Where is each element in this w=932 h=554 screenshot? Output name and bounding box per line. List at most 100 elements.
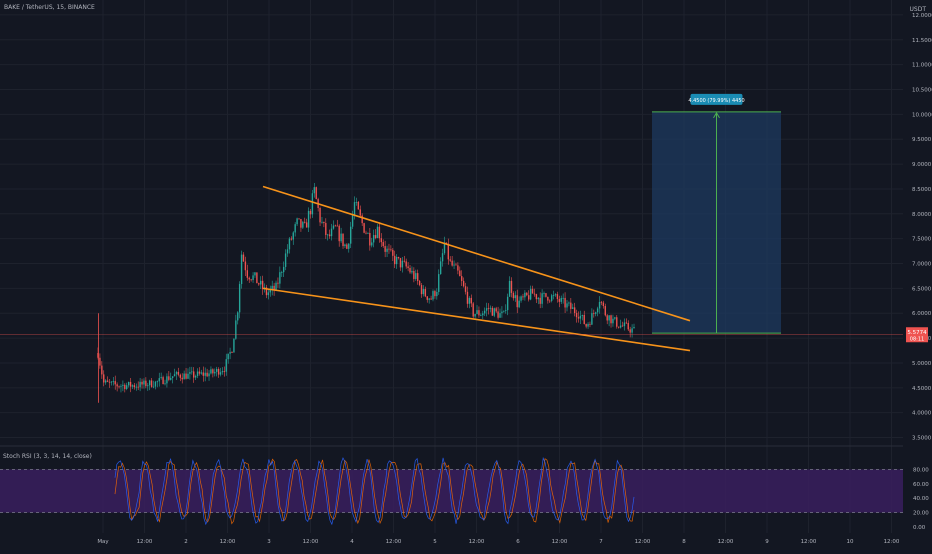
candle-body	[394, 255, 396, 265]
candle-body	[388, 248, 390, 250]
candle-body	[621, 325, 624, 327]
upper-trendline[interactable]	[262, 185, 691, 322]
time-tick-label: 3	[267, 539, 271, 545]
candle-body	[558, 299, 561, 302]
stoch-tick-label: 60.00	[913, 482, 929, 488]
candle-body	[271, 285, 273, 290]
candle-body	[196, 371, 199, 377]
candle-body	[430, 298, 432, 300]
lower-trendline[interactable]	[262, 287, 691, 352]
candle-body	[204, 372, 206, 376]
candle-body	[428, 298, 430, 300]
candle-body	[342, 233, 344, 247]
candle-body	[240, 254, 243, 285]
candle-body	[573, 307, 576, 313]
candle-body	[332, 225, 335, 229]
stoch-tick-label: 40.00	[913, 496, 929, 502]
candle-body	[171, 376, 174, 378]
candle-body	[179, 374, 182, 378]
indicator-label: Stoch RSI (3, 3, 14, 14, close)	[3, 453, 92, 460]
candle-body	[198, 371, 201, 374]
candle-body	[399, 258, 402, 268]
candle-body	[522, 296, 524, 298]
candle-body	[434, 291, 436, 297]
candle-body	[217, 368, 220, 375]
candle-body	[319, 207, 321, 223]
current-price-countdown: 08:11	[910, 336, 924, 342]
candle-body	[175, 371, 178, 375]
candle-body	[304, 221, 306, 223]
candle-body	[353, 202, 356, 215]
candle-body	[572, 307, 574, 309]
candle-body	[405, 261, 407, 267]
candle-body	[560, 298, 562, 302]
candle-body	[593, 313, 595, 314]
price-tick-label: 5.0000	[912, 361, 932, 367]
candle-body	[325, 223, 327, 235]
candle-body	[564, 297, 566, 308]
candle-body	[549, 300, 551, 302]
candle-body	[112, 381, 115, 382]
target-box: 4.4500 (79.99%) 4450	[652, 93, 781, 334]
candle-body	[480, 315, 482, 317]
candle-body	[284, 253, 287, 267]
candle-body	[99, 357, 101, 366]
currency-label: USDT	[909, 6, 927, 13]
candle-body	[432, 291, 434, 300]
candle-body	[374, 235, 377, 239]
candle-body	[106, 380, 109, 382]
price-axis[interactable]: 12.0000 11.5000 11.0000 10.5000 10.0000 9.500…	[906, 13, 932, 442]
candle-body	[386, 248, 388, 252]
candle-body	[254, 272, 256, 276]
candle-body	[610, 315, 612, 324]
candle-body	[491, 307, 494, 316]
time-tick-label: 6	[516, 539, 520, 545]
candle-body	[223, 371, 226, 372]
candle-body	[462, 280, 465, 287]
price-tick-label: 7.0000	[912, 262, 932, 268]
price-tick-label: 8.0000	[912, 212, 932, 218]
time-tick-label: 12:00	[718, 539, 734, 545]
candle-body	[376, 226, 379, 239]
candle-body	[309, 210, 312, 215]
candle-body	[503, 310, 505, 312]
candle-body	[384, 246, 386, 252]
candle-body	[518, 300, 520, 308]
candle-body	[575, 312, 578, 318]
candle-body	[426, 296, 428, 300]
candle-body	[300, 219, 302, 228]
candle-body	[612, 318, 614, 324]
stoch-k-line	[114, 456, 635, 526]
stoch-axis[interactable]: 80.00 60.00 40.00 20.00 0.00	[913, 467, 929, 531]
candle-body	[514, 295, 517, 299]
candle-body	[279, 272, 281, 284]
current-price-value: 5.5774	[907, 330, 927, 336]
candle-body	[457, 265, 459, 271]
candle-body	[508, 280, 511, 297]
candle-body	[633, 327, 635, 329]
price-tick-label: 4.5000	[912, 386, 932, 392]
candle-body	[290, 238, 293, 240]
time-tick-label: 4	[350, 539, 354, 545]
candle-body	[583, 314, 585, 325]
candle-body	[529, 288, 532, 300]
candle-body	[550, 295, 553, 301]
candle-body	[277, 282, 279, 284]
candle-body	[256, 272, 258, 284]
candle-body	[506, 296, 509, 311]
candle-body	[537, 297, 539, 300]
candle-body	[221, 371, 224, 373]
time-tick-label: 12:00	[137, 539, 153, 545]
candle-body	[101, 365, 103, 375]
time-tick-label: 12:00	[801, 539, 817, 545]
candle-body	[158, 378, 160, 382]
trendlines[interactable]	[262, 185, 691, 352]
target-label-bg	[690, 93, 743, 105]
candle-body	[531, 288, 534, 294]
candle-body	[493, 308, 495, 316]
candle-body	[292, 232, 294, 240]
time-axis[interactable]: May 12:00 2 12:00 3 12:00 4 12:00 5 12:00 6 12:00 7 1…	[97, 539, 900, 545]
time-tick-label: May	[97, 539, 109, 545]
